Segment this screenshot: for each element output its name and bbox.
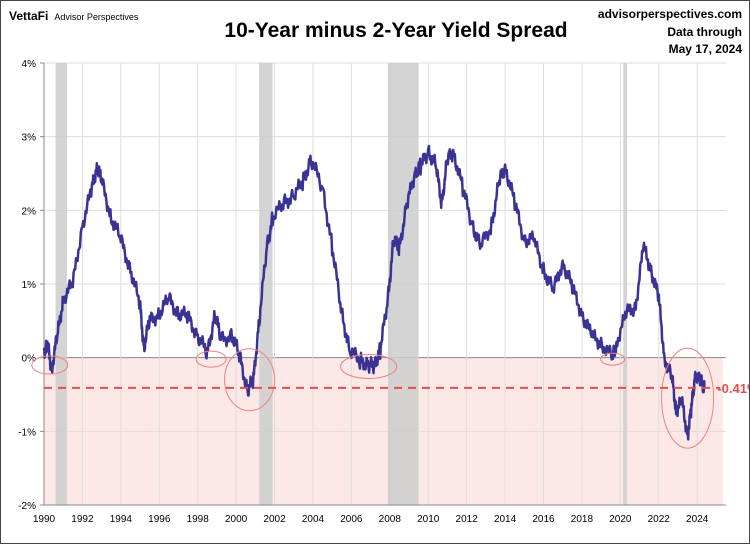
data-through-date: May 17, 2024 bbox=[668, 42, 742, 56]
y-tick-label: 3% bbox=[22, 133, 37, 144]
x-tick-label: 2014 bbox=[494, 514, 517, 525]
x-tick-label: 1996 bbox=[148, 514, 171, 525]
recession-bar bbox=[55, 63, 68, 505]
x-tick-label: 2012 bbox=[456, 514, 479, 525]
x-tick-label: 2000 bbox=[225, 514, 248, 525]
x-tick-label: 1994 bbox=[110, 514, 133, 525]
y-tick-label: 1% bbox=[22, 280, 37, 291]
current-value-label: -0.41% bbox=[717, 381, 749, 396]
y-tick-label: 2% bbox=[22, 206, 37, 217]
inversion-highlight bbox=[224, 348, 276, 412]
x-tick-label: 2020 bbox=[609, 514, 632, 525]
recession-bar bbox=[623, 63, 628, 505]
x-tick-label: 2016 bbox=[532, 514, 555, 525]
brand-logo: VettaFi Advisor Perspectives bbox=[9, 9, 139, 23]
inversion-highlight bbox=[600, 352, 626, 366]
y-tick-label: -2% bbox=[18, 501, 36, 512]
x-tick-label: 2002 bbox=[263, 514, 286, 525]
recession-bar bbox=[387, 63, 419, 505]
inversion-highlight bbox=[195, 350, 227, 368]
x-tick-label: 1998 bbox=[187, 514, 210, 525]
x-tick-label: 2004 bbox=[302, 514, 325, 525]
x-tick-label: 1990 bbox=[33, 514, 56, 525]
inversion-highlight bbox=[340, 354, 398, 380]
inversion-highlight bbox=[661, 347, 715, 449]
x-tick-label: 2006 bbox=[340, 514, 363, 525]
x-tick-label: 1992 bbox=[71, 514, 94, 525]
chart-title: 10-Year minus 2-Year Yield Spread bbox=[224, 19, 568, 42]
data-through-label: Data through bbox=[667, 25, 742, 39]
y-tick-label: 4% bbox=[22, 59, 37, 70]
recession-bar bbox=[259, 63, 273, 505]
x-tick-label: 2022 bbox=[648, 514, 671, 525]
x-tick-label: 2008 bbox=[379, 514, 402, 525]
x-tick-label: 2018 bbox=[571, 514, 594, 525]
spread-line bbox=[42, 144, 706, 441]
x-tick-label: 2024 bbox=[686, 514, 709, 525]
y-tick-label: -1% bbox=[18, 427, 36, 438]
y-tick-label: 0% bbox=[22, 354, 37, 365]
source-label: advisorperspectives.com bbox=[597, 7, 742, 21]
inversion-highlight bbox=[31, 355, 69, 375]
x-tick-label: 2010 bbox=[417, 514, 440, 525]
